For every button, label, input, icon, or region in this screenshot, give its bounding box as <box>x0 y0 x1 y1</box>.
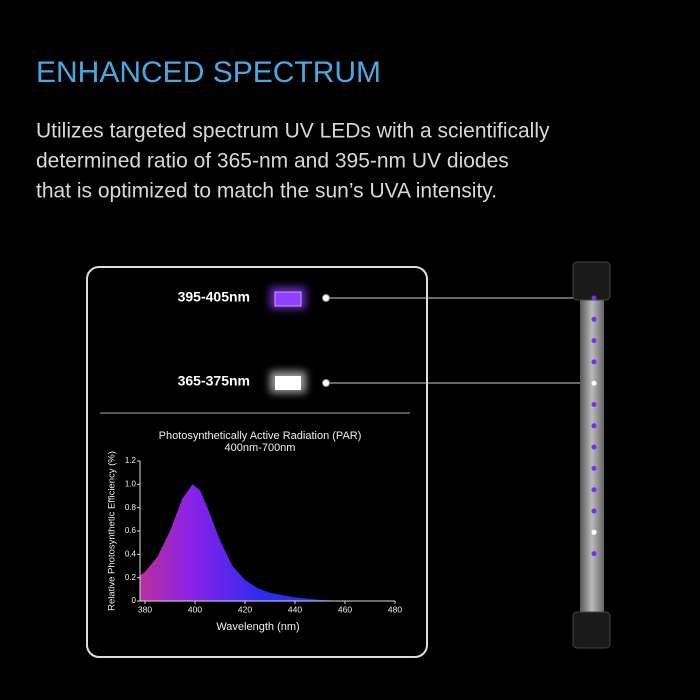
body-line: Utilizes targeted spectrum UV LEDs with … <box>36 120 550 143</box>
y-tick-label: 0.6 <box>125 526 137 535</box>
x-tick-label: 400 <box>188 604 202 614</box>
y-tick-label: 0 <box>132 596 137 605</box>
led-dot <box>591 487 597 493</box>
x-tick-label: 380 <box>138 604 152 614</box>
led-dot <box>591 295 597 301</box>
y-tick-label: 0.4 <box>125 549 137 558</box>
pointer-dot <box>322 379 330 387</box>
y-tick-label: 1.0 <box>125 479 137 488</box>
y-tick-label: 0.2 <box>125 573 137 582</box>
y-tick-label: 1.2 <box>125 456 137 465</box>
wavelength-label: 365-375nm <box>178 373 250 389</box>
led-white <box>275 376 301 390</box>
led-dot <box>591 316 597 322</box>
y-axis-label: Relative Photosynthetic Efficiency (%) <box>107 451 118 611</box>
led-dot <box>591 465 597 471</box>
led-dot <box>591 551 597 557</box>
led-dot <box>591 359 597 365</box>
area <box>140 484 345 601</box>
title: ENHANCED SPECTRUM <box>36 56 381 89</box>
led-dot <box>591 423 597 429</box>
led-dot <box>591 529 597 535</box>
led-dot <box>591 380 597 386</box>
y-tick-label: 0.8 <box>125 503 137 512</box>
end-cap <box>572 611 611 649</box>
led-dot <box>591 402 597 407</box>
wavelength-label: 395-405nm <box>178 289 250 305</box>
led-dot <box>591 338 597 344</box>
led-dot <box>591 508 597 514</box>
x-axis-label: Wavelength (nm) <box>216 621 299 633</box>
chart-subtitle: 400nm-700nm <box>225 442 296 454</box>
body-line: that is optimized to match the sun’s UVA… <box>36 180 497 203</box>
led-dot <box>591 444 597 450</box>
pointer-dot <box>322 294 330 302</box>
panel <box>86 266 428 658</box>
body-line: determined ratio of 365-nm and 395-nm UV… <box>36 150 509 173</box>
x-tick-label: 460 <box>338 604 352 614</box>
end-cap <box>572 261 611 301</box>
led-bar <box>572 261 611 649</box>
x-tick-label: 420 <box>238 604 252 614</box>
tube <box>580 290 604 615</box>
chart-title: Photosynthetically Active Radiation (PAR… <box>159 430 362 442</box>
led-uv <box>274 291 302 307</box>
x-tick-label: 440 <box>288 604 302 614</box>
x-tick-label: 480 <box>388 604 402 614</box>
